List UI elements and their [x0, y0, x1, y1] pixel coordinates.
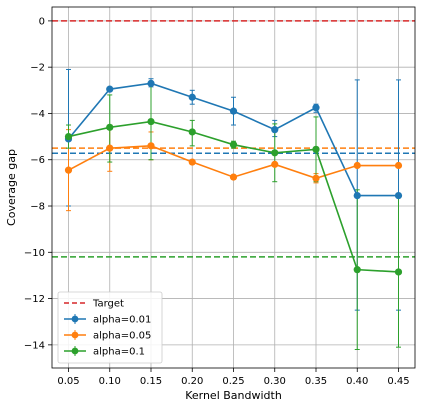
- data-point: [229, 173, 238, 181]
- data-point: [188, 158, 196, 166]
- legend-swatch-marker: [71, 347, 79, 355]
- x-tick-label: 0.20: [181, 376, 203, 387]
- data-point: [353, 161, 361, 170]
- y-axis-label: Coverage gap: [5, 149, 18, 226]
- legend: Target alpha=0.01 alpha=0.05 alpha=0.1: [57, 291, 163, 364]
- data-point: [394, 161, 403, 170]
- y-tick-label: −6: [30, 155, 45, 166]
- data-point: [147, 79, 155, 87]
- legend-swatch-marker: [71, 331, 79, 339]
- y-tick-label: −4: [30, 109, 45, 120]
- data-point: [312, 145, 320, 153]
- legend-label: alpha=0.01: [93, 315, 151, 326]
- data-point: [147, 142, 155, 150]
- data-point: [394, 268, 403, 276]
- data-point: [106, 123, 114, 131]
- x-tick-label: 0.40: [346, 376, 368, 387]
- x-tick-label: 0.10: [99, 376, 121, 387]
- data-point: [188, 93, 196, 101]
- data-point: [64, 132, 73, 141]
- x-tick-label: 0.35: [305, 376, 327, 387]
- data-point: [188, 128, 196, 136]
- legend-swatch-marker: [71, 315, 79, 323]
- data-point: [353, 191, 361, 200]
- y-tick-label: −2: [30, 63, 45, 74]
- series-lines: [64, 79, 403, 276]
- x-tick-label: 0.15: [140, 376, 162, 387]
- data-point: [271, 149, 279, 157]
- legend-box: [57, 291, 163, 364]
- y-tick-label: −12: [24, 294, 45, 305]
- data-point: [353, 266, 361, 274]
- legend-label: alpha=0.1: [93, 347, 145, 358]
- x-tick-label: 0.45: [387, 376, 409, 387]
- y-tick-label: −10: [24, 248, 45, 259]
- data-point: [271, 126, 279, 134]
- data-point: [147, 117, 155, 126]
- data-point: [394, 191, 403, 200]
- data-point: [271, 160, 279, 168]
- data-point: [312, 104, 320, 112]
- data-point: [312, 174, 320, 182]
- legend-label: Target: [92, 299, 124, 310]
- y-tick-label: −14: [24, 340, 45, 351]
- y-tick-label: 0: [39, 16, 45, 27]
- y-tick-label: −8: [30, 202, 45, 213]
- data-point: [106, 85, 114, 93]
- x-tick-label: 0.30: [264, 376, 286, 387]
- x-tick-label: 0.25: [222, 376, 244, 387]
- data-point: [64, 166, 73, 174]
- x-tick-label: 0.05: [57, 376, 79, 387]
- axis-ticks: 0.05 0.10 0.15 0.20 0.25 0.30 0.35 0.40 0.45 0 −2 −…: [24, 16, 410, 387]
- data-point: [229, 107, 238, 115]
- data-point: [106, 144, 114, 152]
- x-axis-label: Kernel Bandwidth: [185, 389, 282, 402]
- legend-label: alpha=0.05: [93, 331, 151, 342]
- data-point: [229, 141, 238, 149]
